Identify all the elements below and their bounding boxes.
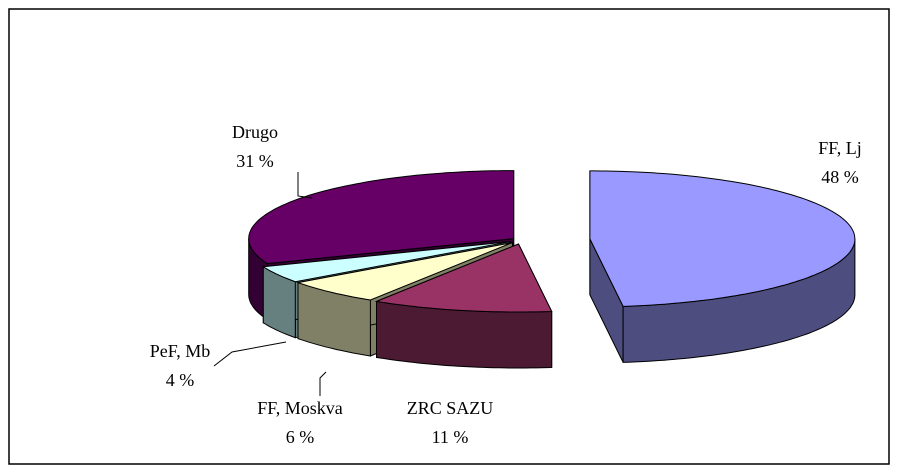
slice-value-label: 48 %	[821, 167, 859, 187]
leader-line	[297, 172, 313, 199]
slice-value-label: 31 %	[236, 151, 274, 171]
slice-value-label: 11 %	[432, 427, 469, 447]
slice-label: ZRC SAZU	[407, 398, 494, 418]
leader-line	[213, 341, 287, 367]
slice-value-label: 4 %	[166, 370, 195, 390]
pie-slice	[261, 241, 510, 283]
pie-tops	[248, 170, 856, 313]
labels: FF, Lj 48 % ZRC SAZU 11 % FF, Moskva 6 % PeF, …	[150, 122, 862, 447]
slice-label: FF, Lj	[818, 138, 862, 158]
pie-slice	[589, 170, 856, 307]
pie-slice	[374, 243, 553, 313]
pie-slice	[296, 242, 513, 301]
slice-label: Drugo	[232, 122, 278, 142]
slice-value-label: 6 %	[286, 427, 315, 447]
pie-slice	[248, 170, 515, 265]
slice-label: PeF, Mb	[150, 341, 211, 361]
slice-label: FF, Moskva	[257, 398, 343, 418]
leader-line	[319, 371, 327, 396]
